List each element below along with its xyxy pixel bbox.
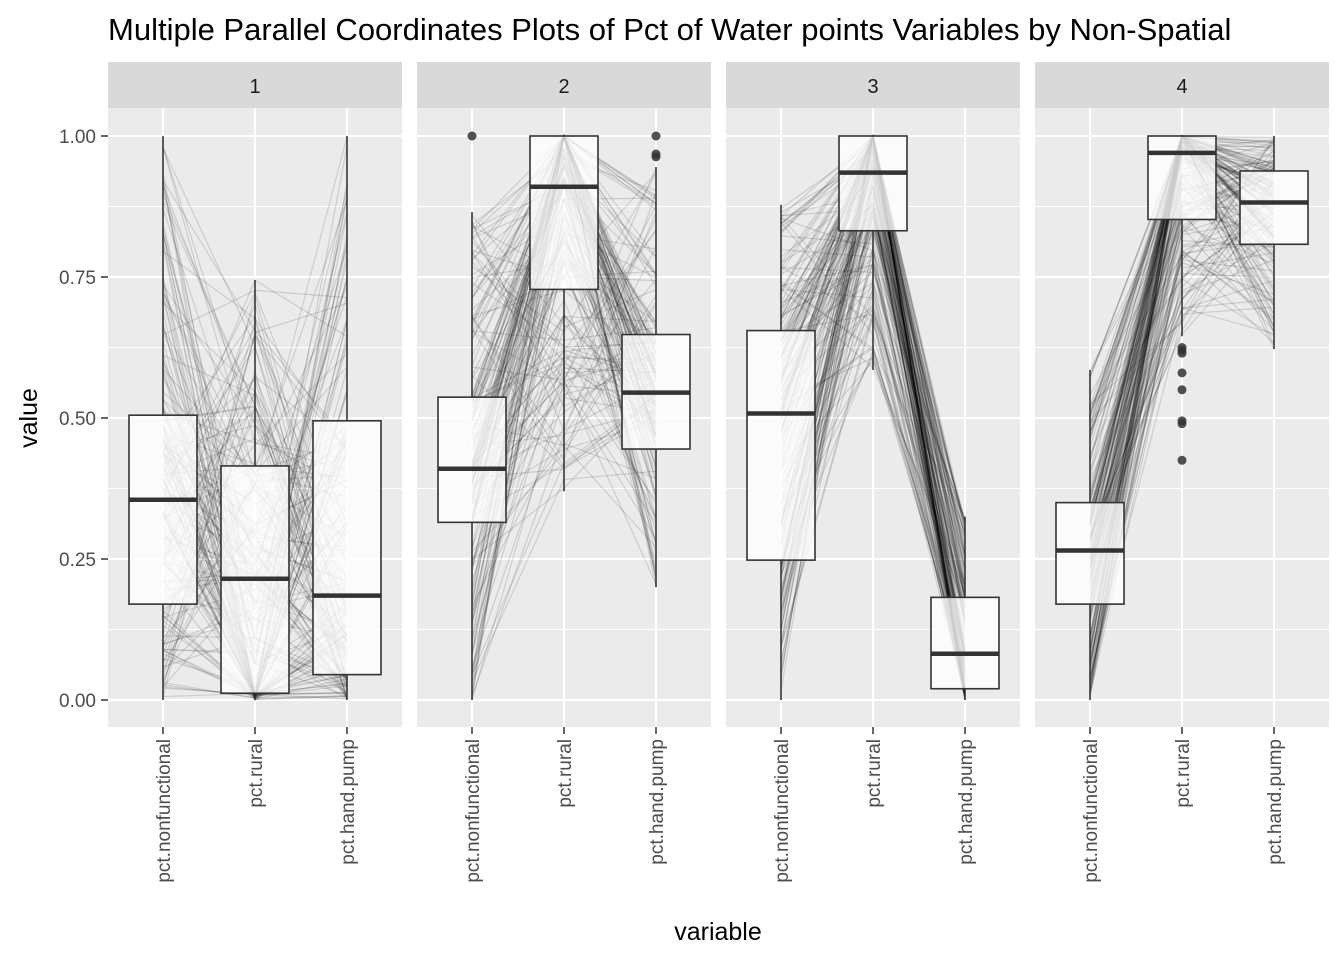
x-tick-label: pct.nonfunctional [154,739,175,883]
facet-panel-4: 4 pct.nonfunctional pct.rural pct.hand.pump [1035,62,1329,883]
y-tick-label: 0.75 [59,268,96,289]
facet-strip-2 [417,62,711,108]
box-iqr [529,135,599,291]
facet-strip-label: 3 [867,76,878,98]
facet-strip-3 [726,62,1020,108]
box-iqr [1239,170,1309,246]
x-tick-label: pct.rural [864,739,885,808]
outlier-point [1177,368,1187,378]
x-tick-label: pct.hand.pump [956,739,977,865]
x-tick-label: pct.nonfunctional [1081,739,1102,883]
x-tick-label: pct.nonfunctional [772,739,793,883]
outlier-point [467,131,477,141]
boxplot-pct-rural [1147,135,1217,465]
chart-title: Multiple Parallel Coordinates Plots of P… [108,12,1231,47]
facet-panel-3: 3 pct.nonfunctional pct.rural pct.hand.pump [726,62,1020,883]
box-iqr [437,396,507,524]
outlier-point [651,149,661,159]
facet-panel-2: 2 pct.nonfunctional pct.rural pct.hand.pump [417,62,711,883]
boxplot-pct-nonfunctional [746,204,816,700]
x-tick-label: pct.rural [1173,739,1194,808]
box-iqr [1055,501,1125,605]
box-iqr [128,414,198,605]
boxplot-pct-hand-pump [312,136,382,700]
x-tick-label: pct.hand.pump [647,739,668,865]
boxplot-pct-rural [529,135,599,492]
facet-strip-label: 2 [558,76,569,98]
facet-strip-label: 1 [249,76,260,98]
x-tick-label: pct.hand.pump [1265,739,1286,865]
x-tick-label: pct.rural [246,739,267,808]
x-tick-label: pct.nonfunctional [463,739,484,883]
outlier-point [1177,455,1187,465]
facet-panels: 1 pct.nonfunctional pct.rural pct.hand.pump… [108,62,1329,883]
facet-strip-1 [108,62,402,108]
boxplot-pct-rural [220,279,290,700]
y-tick-label: 0.50 [59,409,96,430]
outlier-point [1177,416,1187,426]
facet-strip-4 [1035,62,1329,108]
y-tick-label: 1.00 [59,127,96,148]
outlier-point [651,131,661,141]
x-axis-title: variable [674,918,762,946]
boxplot-pct-nonfunctional [1055,370,1125,700]
x-tick-label: pct.hand.pump [338,739,359,865]
facet-strip-label: 4 [1176,76,1187,98]
boxplot-pct-nonfunctional [437,131,507,700]
outlier-point [1177,385,1187,395]
box-iqr [838,135,908,232]
y-tick-label: 0.25 [59,550,96,571]
box-iqr [312,420,382,676]
y-axis: 0.00 0.25 0.50 0.75 1.00 [59,127,108,712]
y-tick-label: 0.00 [59,691,96,712]
boxplot-pct-hand-pump [930,516,1000,700]
box-iqr [930,596,1000,690]
y-axis-title: value [15,388,43,448]
box-iqr [1147,135,1217,221]
boxplot-pct-nonfunctional [128,136,198,700]
boxplot-pct-rural [838,135,908,371]
box-iqr [746,329,816,561]
facet-panel-1: 1 pct.nonfunctional pct.rural pct.hand.pump [108,62,402,883]
outlier-point [1177,343,1187,352]
boxplot-pct-hand-pump [621,131,691,588]
boxplot-pct-hand-pump [1239,136,1309,350]
x-tick-label: pct.rural [555,739,576,808]
